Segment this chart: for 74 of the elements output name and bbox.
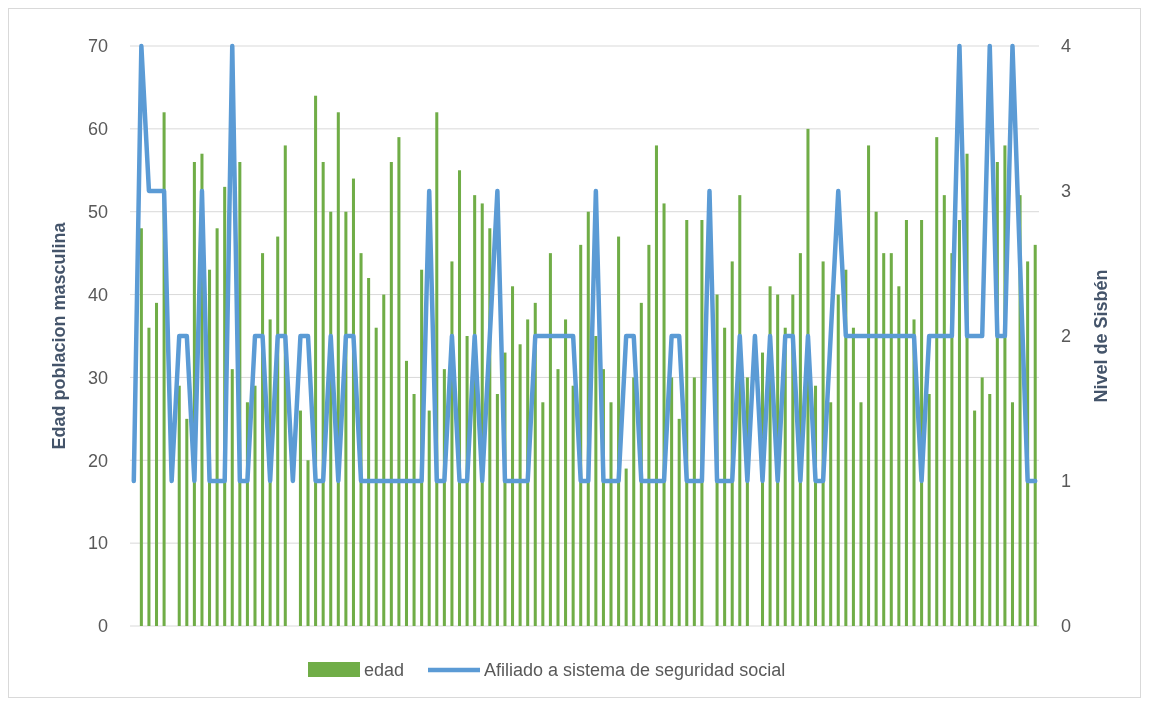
line-series xyxy=(131,43,1038,484)
bar xyxy=(230,369,234,626)
bar xyxy=(412,394,416,626)
bar xyxy=(427,410,431,626)
bar xyxy=(548,253,552,626)
y-tick-label: 10 xyxy=(87,533,108,554)
y2-tick-label: 3 xyxy=(1061,181,1072,202)
y2-tick-label: 0 xyxy=(1061,616,1072,637)
bar xyxy=(692,377,696,626)
bar xyxy=(654,145,658,626)
bar xyxy=(389,162,393,626)
bar xyxy=(1033,244,1037,626)
y-tick-label: 30 xyxy=(87,367,108,388)
bar xyxy=(897,286,901,626)
bar xyxy=(670,377,674,626)
bar xyxy=(571,385,575,626)
bar xyxy=(882,253,886,626)
y-tick-label: 0 xyxy=(97,616,108,637)
bar xyxy=(177,385,181,626)
y-tick-label: 40 xyxy=(87,284,108,305)
y-tick-label: 60 xyxy=(87,119,108,140)
y-tick-label: 70 xyxy=(87,36,108,57)
bar xyxy=(874,211,878,626)
bar xyxy=(511,286,515,626)
bar xyxy=(677,418,681,626)
bar xyxy=(155,302,159,626)
bar xyxy=(185,418,189,626)
bar xyxy=(829,402,833,626)
bar xyxy=(215,228,219,626)
y2-axis-title: Nivel de Sisbén xyxy=(1091,269,1111,403)
bar xyxy=(314,95,318,626)
bar xyxy=(973,410,977,626)
bar xyxy=(1010,402,1014,626)
bar xyxy=(564,319,568,626)
bar xyxy=(867,145,871,626)
bar xyxy=(382,294,386,626)
bar xyxy=(957,220,961,626)
bar xyxy=(859,402,863,626)
bar xyxy=(889,253,893,626)
bar xyxy=(253,385,257,626)
bar xyxy=(609,402,613,626)
bar xyxy=(927,394,931,626)
bar xyxy=(980,377,984,626)
bar xyxy=(397,137,401,626)
bar xyxy=(594,336,598,626)
bar xyxy=(541,402,545,626)
bar xyxy=(367,278,371,626)
y-axis-title: Edad poblacion masculina xyxy=(49,221,69,450)
y2-tick-label: 4 xyxy=(1061,36,1072,57)
bar xyxy=(632,377,636,626)
bar xyxy=(647,244,651,626)
y2-tick-label: 2 xyxy=(1061,326,1072,347)
y-tick-label: 50 xyxy=(87,202,108,223)
bar xyxy=(851,327,855,626)
bar xyxy=(942,195,946,626)
bar xyxy=(306,460,310,626)
bar xyxy=(518,344,522,626)
bar xyxy=(495,394,499,626)
bar xyxy=(147,327,151,626)
bar xyxy=(988,394,992,626)
bar xyxy=(624,468,628,626)
bar xyxy=(723,327,727,626)
bar xyxy=(935,137,939,626)
legend-label: Afiliado a sistema de seguridad social xyxy=(484,660,786,681)
bar xyxy=(556,369,560,626)
bar xyxy=(836,294,840,626)
bar xyxy=(139,228,143,626)
bar xyxy=(298,410,302,626)
bar xyxy=(904,220,908,626)
legend-label: edad xyxy=(364,660,405,681)
bar xyxy=(374,327,378,626)
y2-tick-label: 1 xyxy=(1061,471,1072,492)
y-tick-label: 20 xyxy=(87,450,108,471)
bar xyxy=(404,360,408,626)
